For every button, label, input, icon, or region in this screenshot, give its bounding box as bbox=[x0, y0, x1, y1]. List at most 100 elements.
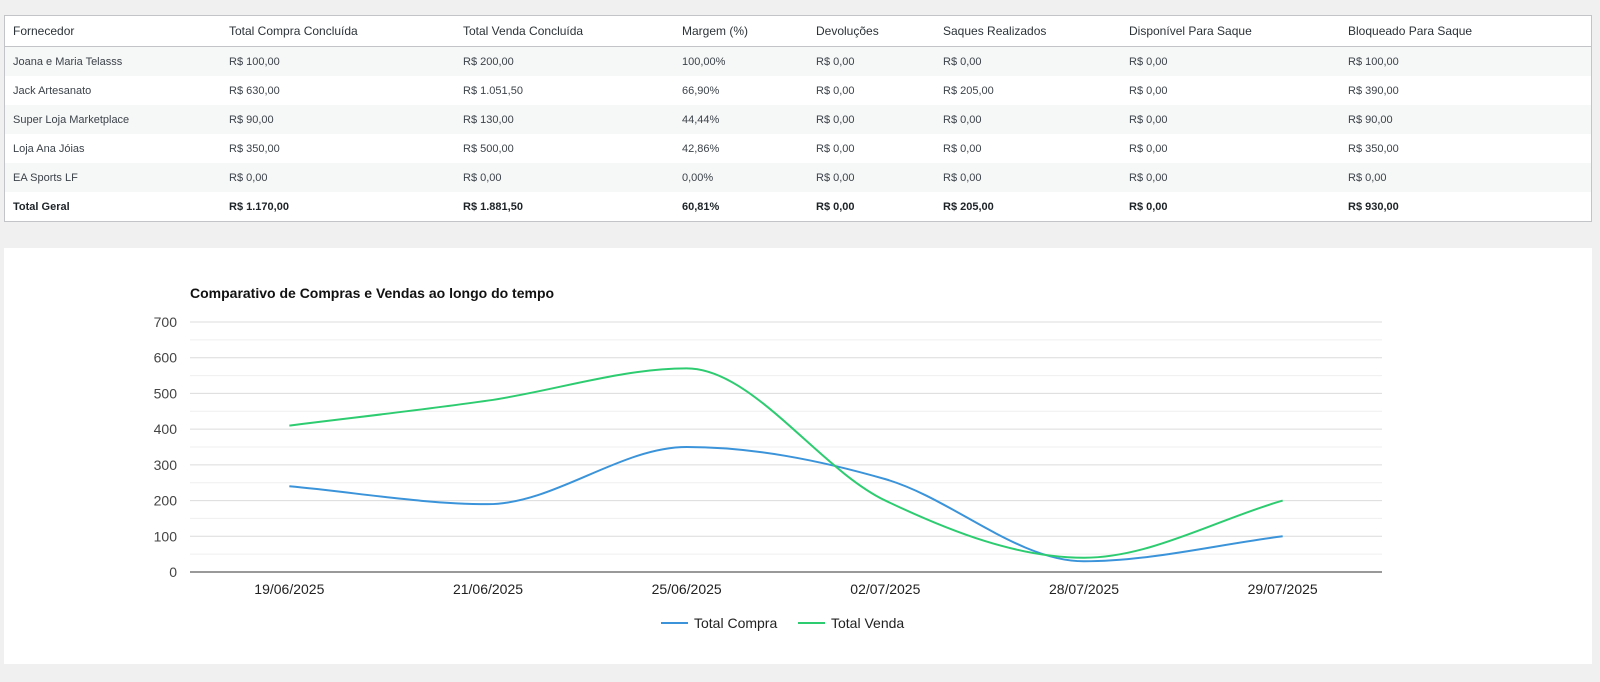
cell-total-compra: R$ 630,00 bbox=[229, 84, 280, 97]
purchases-sales-line-chart: Comparativo de Compras e Vendas ao longo… bbox=[154, 285, 1382, 631]
x-tick-label: 28/07/2025 bbox=[1049, 581, 1119, 597]
table-row: EA Sports LF R$ 0,00 R$ 0,00 0,00% R$ 0,… bbox=[5, 163, 1591, 192]
cell-fornecedor: Super Loja Marketplace bbox=[5, 105, 221, 134]
y-tick-label: 400 bbox=[154, 421, 178, 437]
cell-total-venda: R$ 1.051,50 bbox=[463, 84, 523, 97]
table-row: Loja Ana Jóias R$ 350,00 R$ 500,00 42,86… bbox=[5, 134, 1591, 163]
cell-devolucoes: R$ 0,00 bbox=[808, 46, 935, 76]
cell-devolucoes: R$ 0,00 bbox=[808, 163, 935, 192]
total-compra: R$ 1.170,00 bbox=[229, 200, 289, 213]
header-total-venda[interactable]: Total Venda Concluída bbox=[455, 16, 674, 47]
cell-disponivel-saque: R$ 0,00 bbox=[1121, 163, 1340, 192]
y-tick-label: 300 bbox=[154, 457, 178, 473]
cell-margem: 66,90% bbox=[682, 84, 720, 97]
total-bloqueado-saque: R$ 930,00 bbox=[1348, 200, 1399, 213]
cell-devolucoes: R$ 0,00 bbox=[808, 105, 935, 134]
cell-devolucoes: R$ 0,00 bbox=[816, 142, 855, 155]
table-header-row: Fornecedor Total Compra Concluída Total … bbox=[5, 16, 1591, 47]
data-point[interactable] bbox=[882, 498, 888, 504]
data-point[interactable] bbox=[1280, 498, 1286, 504]
table-total-row: Total Geral R$ 1.170,00 R$ 1.881,50 60,8… bbox=[5, 192, 1591, 221]
y-tick-label: 200 bbox=[154, 493, 178, 509]
series-line-total-venda[interactable] bbox=[289, 367, 1283, 559]
cell-saques-realizados: R$ 0,00 bbox=[935, 46, 1121, 76]
chart-legend[interactable]: Total Compra Total Venda bbox=[661, 615, 904, 631]
total-label: Total Geral bbox=[13, 200, 70, 213]
cell-margem: 100,00% bbox=[674, 46, 808, 76]
chart-gridlines bbox=[190, 321, 1382, 573]
y-tick-label: 500 bbox=[154, 385, 178, 401]
header-margem[interactable]: Margem (%) bbox=[674, 16, 808, 47]
cell-fornecedor: EA Sports LF bbox=[5, 163, 221, 192]
total-margem: 60,81% bbox=[682, 200, 720, 213]
x-tick-label: 19/06/2025 bbox=[254, 581, 324, 597]
x-tick-label: 25/06/2025 bbox=[652, 581, 722, 597]
cell-saques-realizados: R$ 0,00 bbox=[935, 105, 1121, 134]
data-point[interactable] bbox=[286, 423, 292, 429]
table-row: Joana e Maria Telasss R$ 100,00 R$ 200,0… bbox=[5, 46, 1591, 76]
cell-bloqueado-saque: R$ 90,00 bbox=[1340, 105, 1591, 134]
cell-disponivel-saque: R$ 0,00 bbox=[1121, 46, 1340, 76]
x-tick-label: 02/07/2025 bbox=[850, 581, 920, 597]
cell-devolucoes: R$ 0,00 bbox=[816, 84, 855, 97]
cell-saques-realizados: R$ 0,00 bbox=[935, 163, 1121, 192]
data-point[interactable] bbox=[684, 365, 690, 371]
cell-disponivel-saque: R$ 0,00 bbox=[1121, 105, 1340, 134]
cell-bloqueado-saque: R$ 0,00 bbox=[1340, 163, 1591, 192]
data-point[interactable] bbox=[882, 476, 888, 482]
data-point[interactable] bbox=[485, 501, 491, 507]
cell-total-compra: R$ 0,00 bbox=[221, 163, 455, 192]
header-disponivel-saque[interactable]: Disponível Para Saque bbox=[1121, 16, 1340, 47]
cell-bloqueado-saque: R$ 350,00 bbox=[1348, 142, 1399, 155]
x-tick-label: 21/06/2025 bbox=[453, 581, 523, 597]
cell-total-compra: R$ 100,00 bbox=[221, 46, 455, 76]
cell-total-compra: R$ 350,00 bbox=[229, 142, 280, 155]
header-saques-realizados[interactable]: Saques Realizados bbox=[935, 16, 1121, 47]
suppliers-table-panel: Fornecedor Total Compra Concluída Total … bbox=[4, 15, 1592, 222]
header-fornecedor[interactable]: Fornecedor bbox=[5, 16, 221, 47]
cell-bloqueado-saque: R$ 390,00 bbox=[1348, 84, 1399, 97]
cell-disponivel-saque: R$ 0,00 bbox=[1129, 142, 1168, 155]
total-venda: R$ 1.881,50 bbox=[463, 200, 523, 213]
data-point[interactable] bbox=[1081, 555, 1087, 561]
data-point[interactable] bbox=[286, 483, 292, 489]
cell-fornecedor: Loja Ana Jóias bbox=[13, 142, 85, 155]
chart-y-axis: 0 100 200 300 400 500 600 700 bbox=[154, 314, 178, 580]
table-row: Jack Artesanato R$ 630,00 R$ 1.051,50 66… bbox=[5, 76, 1591, 105]
cell-total-compra: R$ 90,00 bbox=[221, 105, 455, 134]
series-line-total-compra[interactable] bbox=[289, 445, 1283, 563]
cell-margem: 0,00% bbox=[674, 163, 808, 192]
cell-bloqueado-saque: R$ 100,00 bbox=[1340, 46, 1591, 76]
data-point[interactable] bbox=[485, 398, 491, 404]
y-tick-label: 700 bbox=[154, 314, 178, 330]
suppliers-table: Fornecedor Total Compra Concluída Total … bbox=[5, 16, 1591, 221]
legend-label[interactable]: Total Compra bbox=[694, 615, 777, 631]
header-total-compra[interactable]: Total Compra Concluída bbox=[221, 16, 455, 47]
data-point[interactable] bbox=[684, 444, 690, 450]
cell-total-venda: R$ 0,00 bbox=[455, 163, 674, 192]
x-tick-label: 29/07/2025 bbox=[1248, 581, 1318, 597]
y-tick-label: 100 bbox=[154, 528, 178, 544]
cell-margem: 42,86% bbox=[682, 142, 720, 155]
cell-fornecedor: Joana e Maria Telasss bbox=[5, 46, 221, 76]
total-devolucoes: R$ 0,00 bbox=[816, 200, 855, 213]
cell-total-venda: R$ 500,00 bbox=[463, 142, 514, 155]
header-devolucoes[interactable]: Devoluções bbox=[808, 16, 935, 47]
chart-x-axis: 19/06/2025 21/06/2025 25/06/2025 02/07/2025… bbox=[254, 581, 1318, 597]
chart-panel: Comparativo de Compras e Vendas ao longo… bbox=[4, 248, 1592, 664]
cell-saques-realizados: R$ 205,00 bbox=[943, 84, 994, 97]
total-saques-realizados: R$ 205,00 bbox=[943, 200, 994, 213]
chart-title: Comparativo de Compras e Vendas ao longo… bbox=[190, 285, 554, 301]
table-row: Super Loja Marketplace R$ 90,00 R$ 130,0… bbox=[5, 105, 1591, 134]
cell-margem: 44,44% bbox=[674, 105, 808, 134]
data-point[interactable] bbox=[1280, 533, 1286, 539]
cell-fornecedor: Jack Artesanato bbox=[13, 84, 92, 97]
cell-total-venda: R$ 200,00 bbox=[455, 46, 674, 76]
y-tick-label: 0 bbox=[169, 564, 177, 580]
cell-total-venda: R$ 130,00 bbox=[455, 105, 674, 134]
total-disponivel-saque: R$ 0,00 bbox=[1129, 200, 1168, 213]
y-tick-label: 600 bbox=[154, 350, 178, 366]
cell-disponivel-saque: R$ 0,00 bbox=[1129, 84, 1168, 97]
header-bloqueado-saque[interactable]: Bloqueado Para Saque bbox=[1340, 16, 1591, 47]
legend-label[interactable]: Total Venda bbox=[831, 615, 904, 631]
